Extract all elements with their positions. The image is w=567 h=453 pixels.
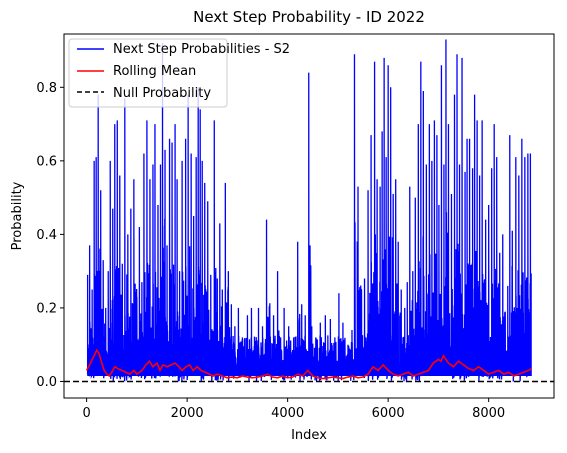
y-axis: 0.0 0.2 0.4 0.6 0.8 bbox=[36, 81, 64, 390]
series-line-rolling-mean bbox=[85, 348, 532, 380]
legend-label-null-probability: Null Probability bbox=[113, 86, 211, 101]
y-tick-label: 0.8 bbox=[36, 81, 57, 96]
y-tick-label: 0.2 bbox=[36, 301, 57, 316]
y-axis-label: Probability bbox=[10, 181, 25, 250]
x-tick-label: 0 bbox=[82, 406, 90, 421]
plot-area bbox=[64, 39, 554, 383]
x-axis-label: Index bbox=[291, 428, 327, 443]
x-tick-label: 2000 bbox=[171, 406, 204, 421]
legend-box bbox=[68, 38, 228, 108]
x-tick-label: 8000 bbox=[472, 406, 505, 421]
x-axis: 0 2000 4000 6000 8000 bbox=[82, 398, 505, 421]
legend: Next Step Probabilities - S2 Rolling Mea… bbox=[68, 38, 290, 108]
plot-frame bbox=[63, 33, 555, 399]
x-tick-label: 6000 bbox=[372, 406, 405, 421]
chart-title: Next Step Probability - ID 2022 bbox=[193, 8, 425, 26]
legend-label-rolling-mean: Rolling Mean bbox=[113, 64, 196, 79]
legend-label-probabilities: Next Step Probabilities - S2 bbox=[113, 42, 290, 57]
y-tick-label: 0.0 bbox=[36, 375, 57, 390]
y-tick-label: 0.4 bbox=[36, 228, 57, 243]
series-line-probabilities bbox=[86, 39, 532, 382]
x-tick-label: 4000 bbox=[271, 406, 304, 421]
y-tick-label: 0.6 bbox=[36, 154, 57, 169]
